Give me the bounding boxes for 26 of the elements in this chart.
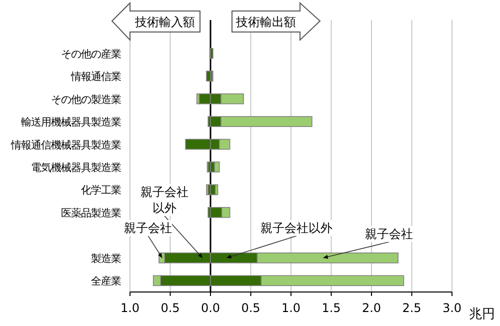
annotation: 技術輸出額: [235, 15, 296, 29]
x-tick-label: 3.0: [442, 301, 462, 315]
annotation: 親子会社: [365, 226, 414, 242]
annotation: 親子会社以外: [138, 184, 190, 216]
annotation: 親子会社: [124, 220, 172, 236]
y-tick-label: 輸送用機械器具製造業: [21, 116, 121, 129]
y-tick-label: 電気機械器具製造業: [31, 162, 121, 174]
x-axis-title: 兆円: [469, 307, 495, 322]
x-tick-label: 2.5: [402, 301, 422, 315]
x-tick-label: 0.5: [241, 301, 260, 315]
x-tick-label: 1.0: [120, 301, 140, 315]
y-tick-label: 情報通信機械器具製造業: [10, 139, 121, 152]
x-tick-label: 1.5: [322, 301, 341, 315]
annotation: 技術輸入額: [134, 15, 195, 29]
x-tick-label: 2.0: [362, 301, 382, 315]
x-tick-label: 0.0: [200, 301, 220, 315]
x-tick-label: 1.0: [281, 301, 301, 315]
x-tick-label: 0.5: [160, 301, 180, 315]
y-tick-label: 医薬品製造業: [61, 207, 121, 220]
y-tick-label: その他の製造業: [51, 94, 121, 106]
y-tick-label: 製造業: [91, 252, 121, 265]
y-tick-label: その他の産業: [61, 48, 121, 60]
y-tick-label: 情報通信業: [70, 71, 121, 84]
y-tick-label: 全産業: [91, 276, 121, 288]
annotation: 親子会社以外: [260, 220, 333, 236]
y-tick-label: 化学工業: [81, 184, 121, 197]
